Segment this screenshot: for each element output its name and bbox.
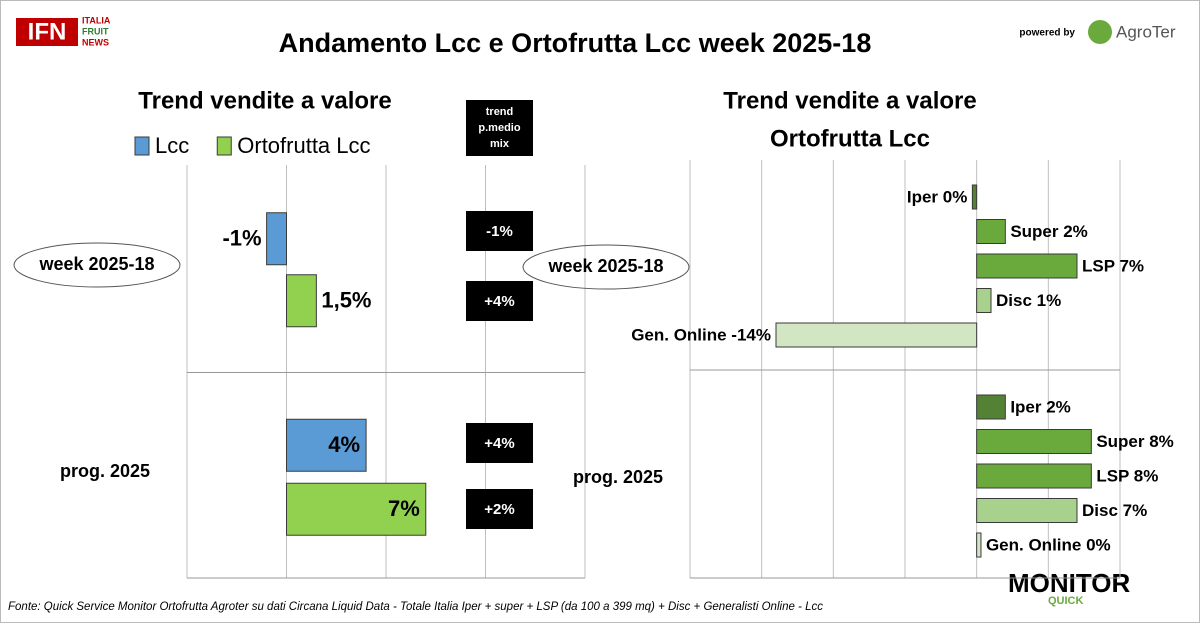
bar [266,212,288,266]
trend-header: trend [486,106,514,118]
trend-header-box [466,100,533,156]
value-label: Iper 0% [907,187,967,206]
logo-line: NEWS [82,37,109,47]
trend-box [466,281,533,321]
bar [976,463,1092,489]
quick-logo: QUICK [1048,595,1084,607]
value-label: Super 8% [1096,432,1173,451]
trend-label: +4% [484,293,514,310]
chart-title: Trend vendite a valore [723,87,976,114]
value-label: Disc 1% [996,291,1061,310]
value-label: 4% [328,432,360,457]
value-label: 7% [388,496,420,521]
bar [971,184,978,210]
bar [286,274,317,328]
value-label: -1% [222,226,261,251]
value-label: Super 2% [1010,222,1087,241]
value-label: Gen. Online 0% [986,535,1111,554]
legend-swatch [134,136,150,156]
bar [976,498,1078,523]
group-label: week 2025-18 [547,256,663,276]
chart-title: Trend vendite a valore [138,87,391,114]
bar [286,418,367,472]
value-label: Disc 7% [1082,501,1147,520]
trend-label: +2% [484,501,514,518]
bar [286,482,427,536]
bar [976,253,1078,279]
logo-line: ITALIA [82,15,111,25]
group-label: prog. 2025 [60,461,150,481]
brand-icon [1088,20,1112,44]
bar [976,219,1006,244]
group-ellipse [13,242,181,288]
chart-title: Ortofrutta Lcc [770,125,930,152]
brand: AgroTer [1116,22,1176,41]
trend-label: -1% [486,223,513,240]
bar [976,429,1092,454]
trend-header: p.medio [478,122,520,134]
legend-label: Ortofrutta Lcc [237,133,370,158]
trend-box [466,489,533,529]
logo-line: FRUIT [82,26,109,36]
logo: IFN [28,18,67,45]
trend-label: +4% [484,435,514,452]
group-label: prog. 2025 [573,467,663,487]
group-ellipse [522,244,690,290]
monitor-logo: MONITOR [1008,568,1131,598]
page-title: Andamento Lcc e Ortofrutta Lcc week 2025… [279,28,872,58]
value-label: Gen. Online -14% [631,325,771,344]
trend-box [466,211,533,251]
powered-by: powered by [1019,28,1075,39]
trend-header: mix [490,138,510,150]
legend-swatch [216,136,232,156]
source-note: Fonte: Quick Service Monitor Ortofrutta … [8,601,823,613]
group-label: week 2025-18 [38,254,154,274]
trend-box [466,423,533,463]
bar [976,288,992,313]
value-label: 1,5% [321,288,371,313]
logo-box [16,18,78,46]
legend-label: Lcc [155,133,189,158]
bar [775,322,978,348]
value-label: LSP 8% [1096,466,1158,485]
bar [976,394,1006,420]
value-label: Iper 2% [1010,397,1070,416]
value-label: LSP 7% [1082,256,1144,275]
bar [976,532,982,558]
